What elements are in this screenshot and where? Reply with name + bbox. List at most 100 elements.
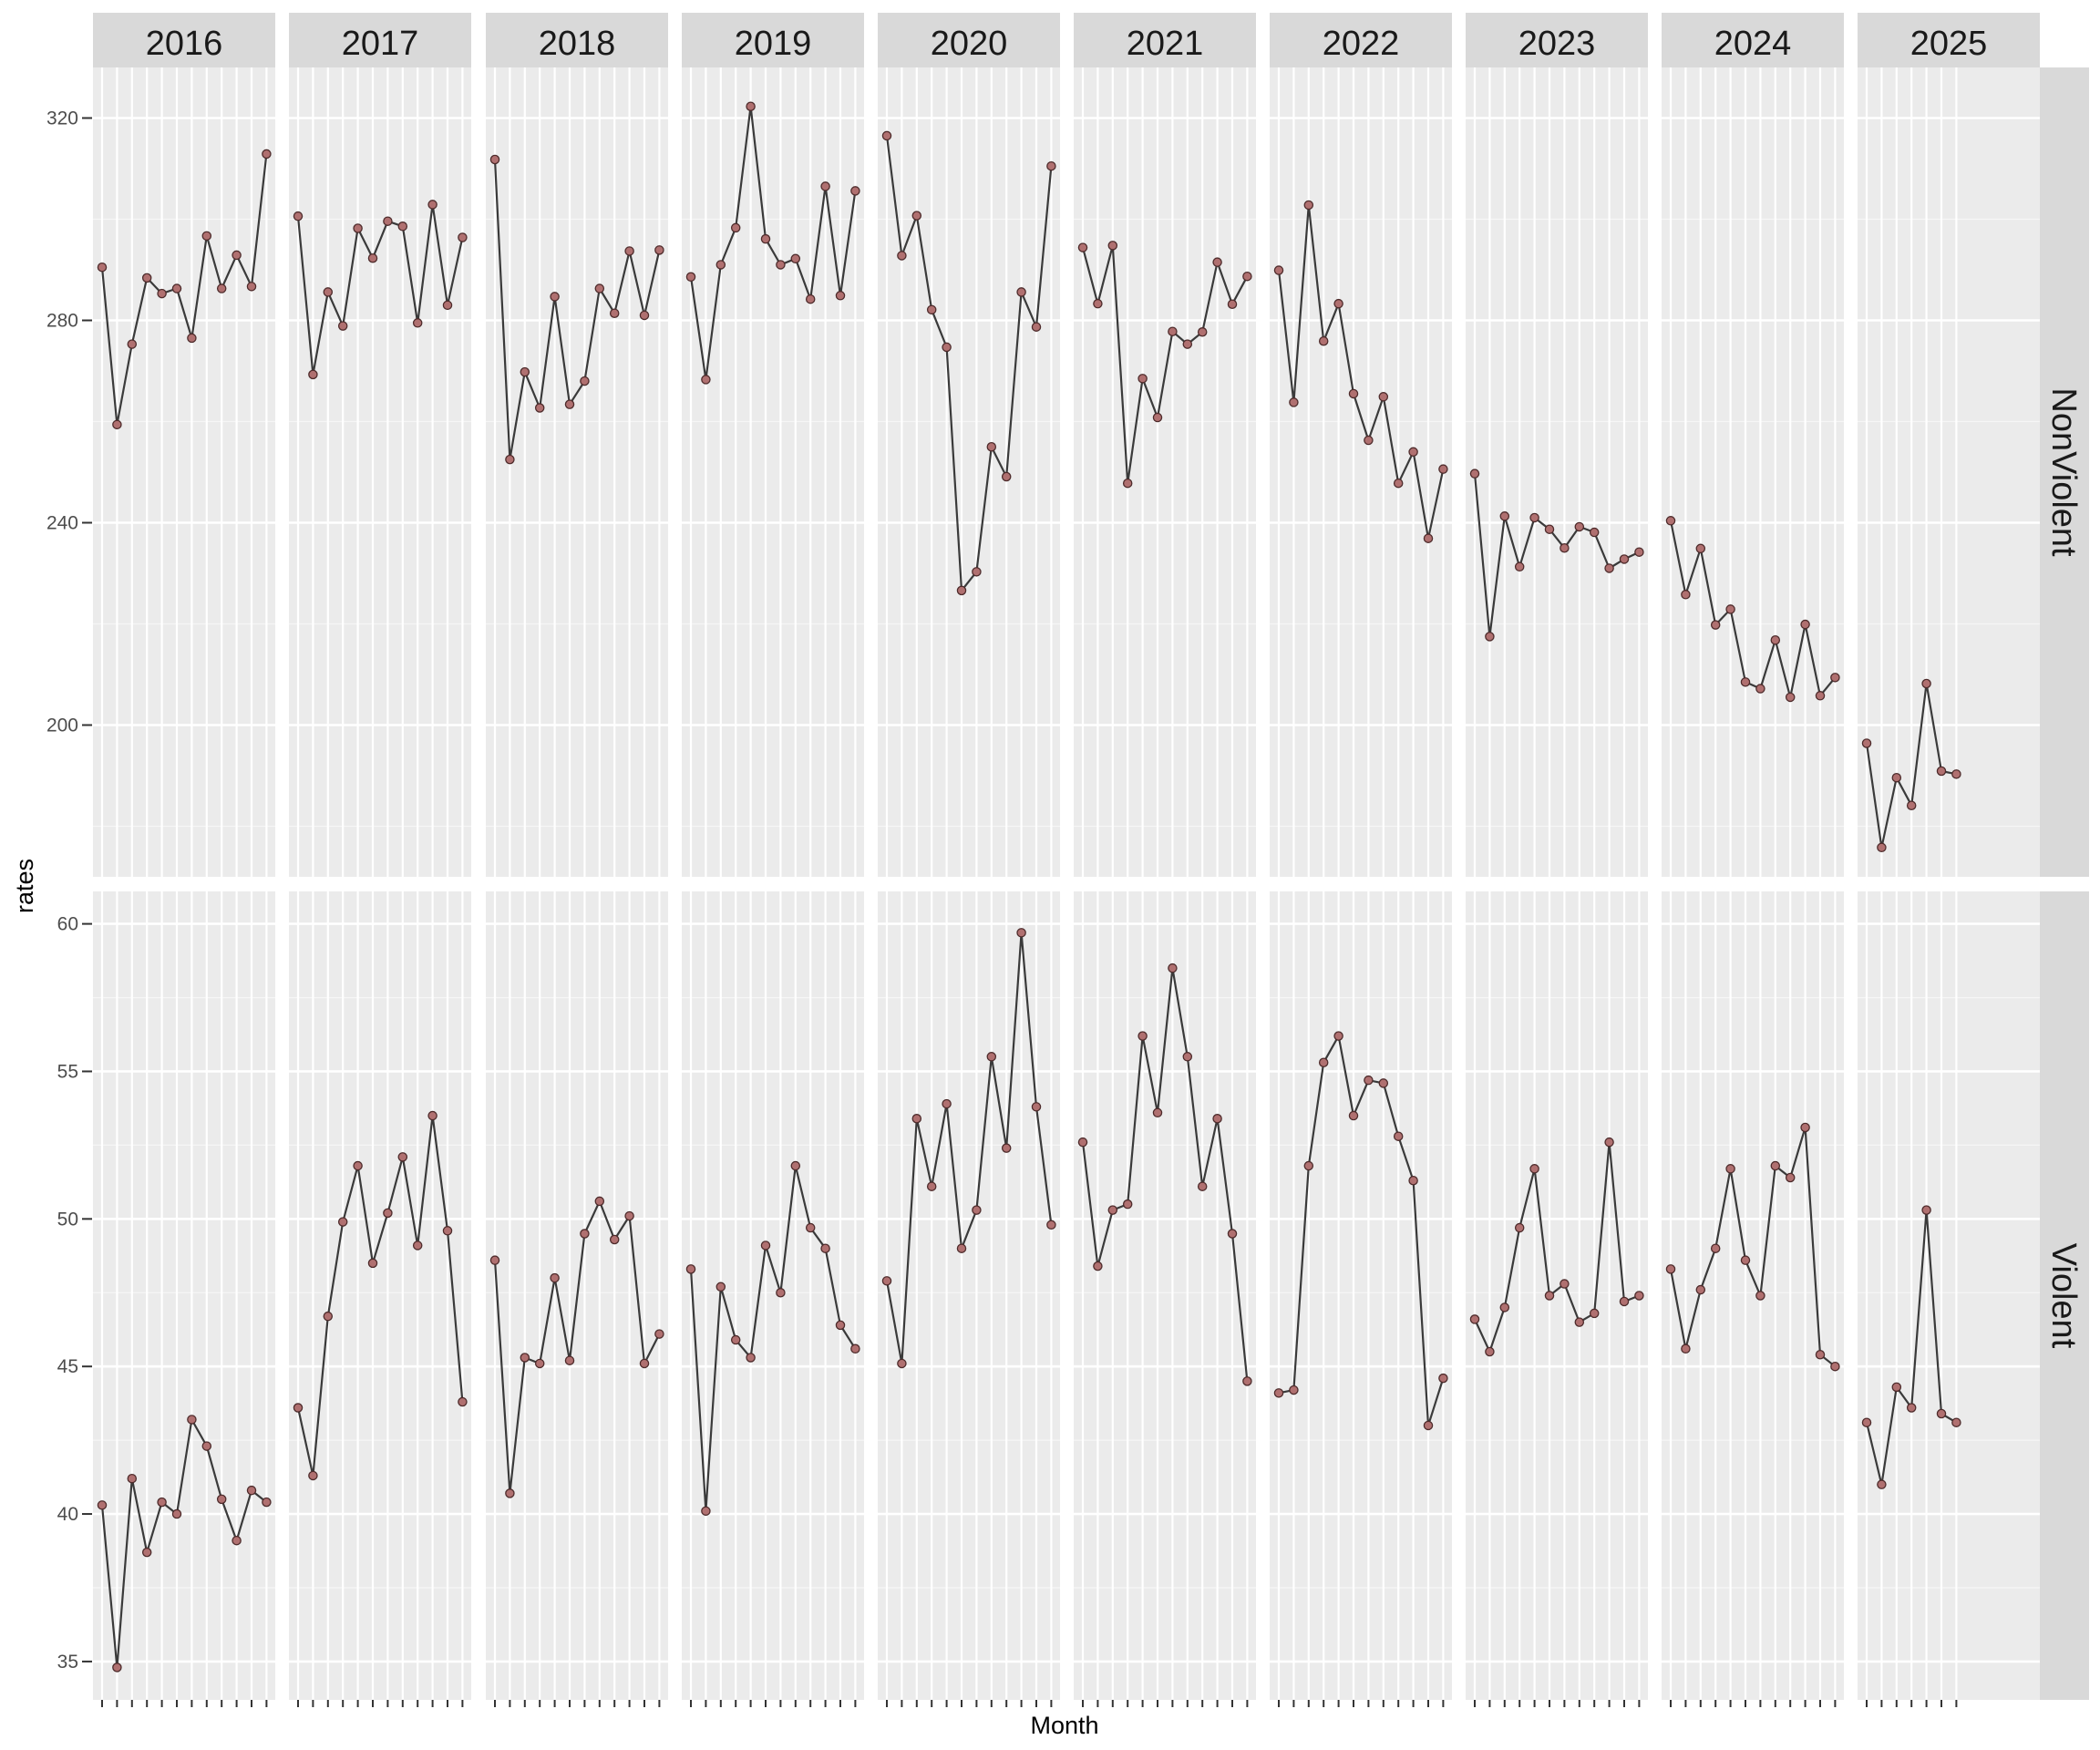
data-point — [1364, 435, 1374, 446]
data-point — [1393, 478, 1404, 489]
panel-background — [1466, 67, 1648, 877]
y-tick-label-violent-50: 50 — [57, 1209, 78, 1230]
data-point — [805, 293, 816, 304]
data-point — [337, 1217, 348, 1227]
data-point — [715, 260, 726, 270]
data-point — [911, 1114, 922, 1124]
series-line-violent-2020 — [885, 932, 1053, 1365]
data-point — [262, 1497, 272, 1508]
data-point — [293, 1403, 304, 1413]
panel-background — [1858, 891, 2040, 1700]
data-point — [639, 310, 650, 321]
data-point — [1469, 1314, 1480, 1324]
data-point — [1016, 928, 1026, 938]
y-tick-label-nonviolent-200: 200 — [46, 715, 78, 736]
data-point — [1529, 1164, 1539, 1174]
strip-label-2025: 2025 — [1910, 25, 1988, 63]
data-point — [427, 1110, 438, 1121]
data-point — [820, 1243, 830, 1253]
series-line-nonviolent-2017 — [296, 203, 464, 376]
data-point — [1755, 1291, 1765, 1301]
data-point — [1906, 1403, 1917, 1413]
data-point — [1785, 692, 1796, 703]
data-point — [1393, 1131, 1404, 1141]
panel-background — [682, 67, 864, 877]
data-point — [1634, 1291, 1644, 1301]
data-point — [246, 1485, 257, 1496]
data-point — [1093, 298, 1103, 309]
data-point — [216, 1494, 227, 1505]
data-point — [1107, 1205, 1118, 1215]
data-point — [1906, 800, 1917, 810]
panel-background — [1466, 891, 1648, 1700]
series-line-violent-2024 — [1669, 1126, 1837, 1368]
data-point — [157, 288, 167, 299]
series-line-nonviolent-2019 — [689, 105, 857, 381]
data-point — [564, 399, 575, 409]
data-point — [458, 232, 468, 242]
data-point — [1212, 257, 1222, 267]
data-point — [1001, 471, 1012, 482]
data-point — [1544, 1291, 1555, 1301]
data-point — [1499, 1302, 1510, 1312]
data-point — [550, 1272, 560, 1283]
data-point — [1289, 1385, 1299, 1395]
data-point — [1093, 1261, 1103, 1271]
data-point — [1168, 326, 1178, 336]
data-point — [427, 200, 438, 210]
data-point — [1800, 619, 1810, 630]
data-point — [1770, 1160, 1781, 1171]
data-point — [232, 1535, 242, 1546]
row-strip-label-violent: Violent — [2044, 1243, 2083, 1349]
data-point — [1107, 241, 1118, 251]
strip-2023 — [1466, 13, 1648, 67]
panel-background — [1858, 67, 2040, 877]
data-point — [1770, 635, 1781, 645]
data-point — [685, 1264, 696, 1274]
data-point — [956, 585, 967, 596]
data-point — [127, 1473, 138, 1484]
data-point — [1619, 554, 1630, 564]
data-point — [911, 211, 922, 221]
y-tick-label-nonviolent-320: 320 — [46, 108, 78, 129]
data-point — [1378, 392, 1389, 402]
data-point — [624, 1210, 634, 1221]
series-line-nonviolent-2024 — [1669, 520, 1837, 699]
panel-violent-2016 — [93, 891, 275, 1700]
data-point — [97, 1500, 108, 1510]
data-point — [246, 282, 257, 292]
data-point — [1138, 1031, 1148, 1041]
strip-label-2023: 2023 — [1518, 25, 1596, 63]
data-point — [1800, 1122, 1810, 1133]
panel-nonviolent-2025 — [1858, 67, 2040, 877]
data-point — [820, 181, 830, 191]
data-point — [1725, 604, 1735, 614]
data-point — [520, 366, 530, 377]
data-point — [1891, 772, 1902, 783]
data-point — [1364, 1075, 1374, 1086]
x-axis-ticks — [101, 1700, 1958, 1707]
data-point — [1273, 265, 1284, 275]
panel-violent-2023 — [1466, 891, 1648, 1700]
data-point — [760, 1240, 771, 1251]
data-point — [1861, 1417, 1872, 1427]
data-point — [1681, 590, 1691, 600]
data-point — [308, 369, 318, 380]
data-point — [171, 1508, 182, 1519]
data-point — [1951, 769, 1961, 779]
data-point — [1031, 322, 1042, 332]
panel-violent-2020 — [878, 891, 1060, 1700]
data-point — [534, 403, 545, 413]
data-point — [127, 339, 138, 349]
data-point — [654, 1329, 664, 1339]
panel-nonviolent-2021 — [1074, 67, 1256, 877]
panel-background — [1662, 891, 1844, 1700]
data-point — [112, 1662, 122, 1673]
data-point — [942, 342, 952, 353]
data-point — [1197, 327, 1208, 337]
row-strip-violent — [2040, 891, 2089, 1700]
panel-violent-2024 — [1662, 891, 1844, 1700]
data-point — [201, 1441, 212, 1451]
data-point — [1634, 547, 1644, 557]
data-point — [442, 300, 453, 311]
